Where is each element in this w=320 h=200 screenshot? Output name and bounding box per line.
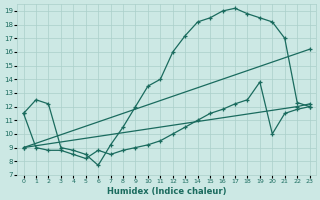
X-axis label: Humidex (Indice chaleur): Humidex (Indice chaleur)	[107, 187, 226, 196]
